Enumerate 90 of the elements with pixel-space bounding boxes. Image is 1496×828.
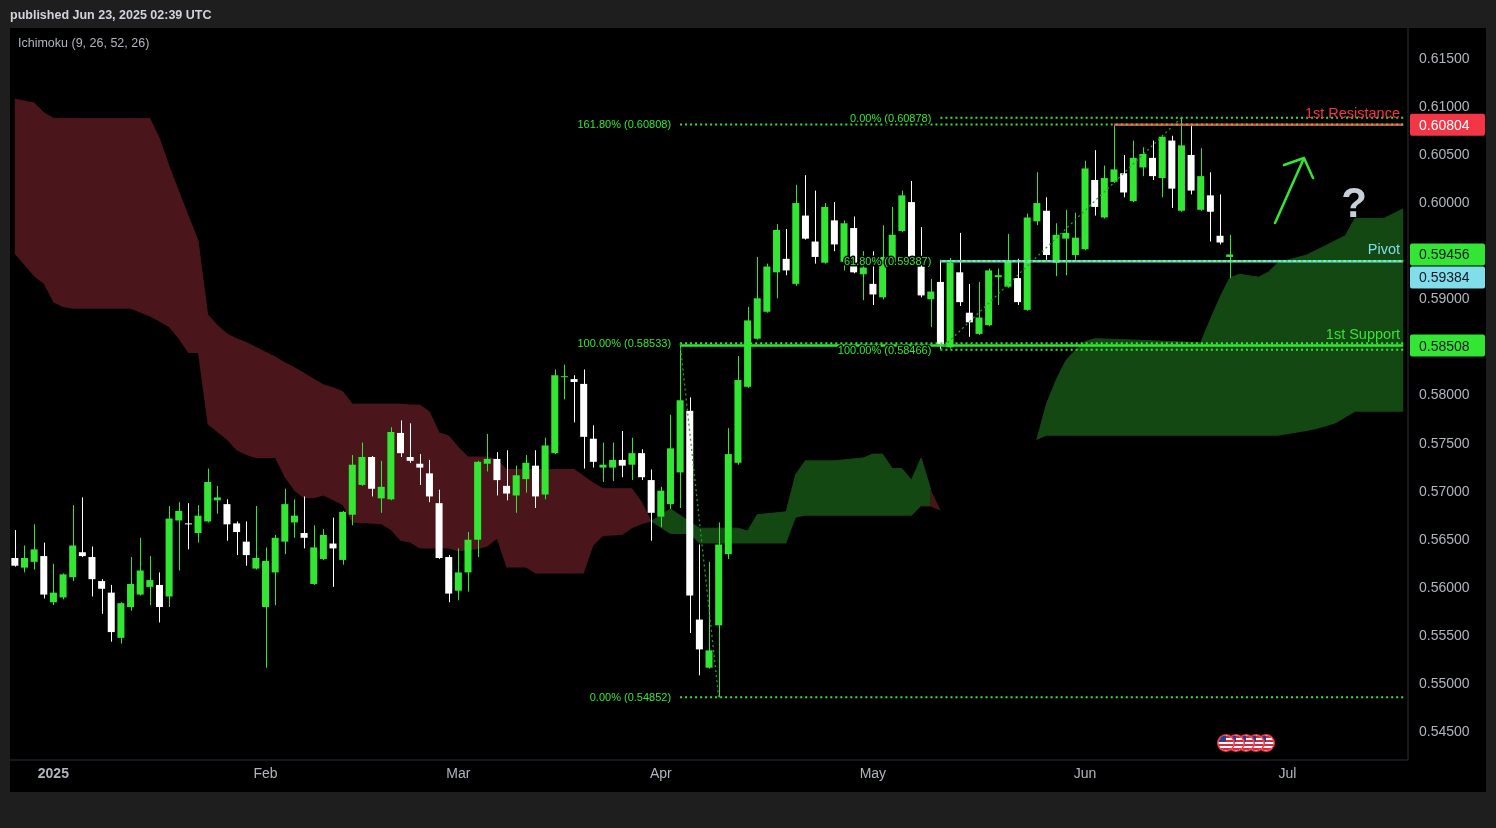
x-tick-label: Feb (253, 764, 278, 781)
data-label: 0.60804 (1419, 116, 1470, 133)
candlestick (609, 442, 617, 482)
series-label: 100.00% (0.58466) (837, 343, 932, 356)
candlestick (522, 454, 530, 494)
candlestick (1071, 212, 1079, 261)
candlestick (406, 422, 414, 464)
candlestick (483, 433, 491, 472)
y-tick-label: 0.55500 (1419, 626, 1470, 643)
candlestick (397, 419, 405, 458)
y-tick-label: 0.58000 (1419, 386, 1470, 403)
candlestick (146, 555, 154, 606)
candlestick (1110, 124, 1118, 184)
candlestick (377, 460, 385, 514)
x-tick-label: May (859, 764, 887, 781)
candlestick (628, 437, 636, 481)
candlestick (1149, 140, 1157, 181)
candlestick (59, 572, 67, 600)
series-label: 161.80% (0.60808) (577, 118, 672, 131)
candlestick (425, 459, 433, 503)
y-tick-label: 0.60000 (1419, 194, 1470, 211)
x-tick-label: Jun (1073, 764, 1097, 781)
candlestick (155, 571, 163, 623)
y-tick-label: 0.56000 (1419, 578, 1470, 595)
candlestick (1139, 146, 1147, 177)
candlestick (503, 449, 511, 501)
candlestick (560, 364, 568, 400)
y-tick-label: 0.61000 (1419, 97, 1470, 114)
candlestick (242, 520, 250, 567)
candlestick (811, 190, 819, 265)
candlestick (570, 374, 578, 423)
candlestick (994, 267, 1002, 306)
candlestick (589, 424, 597, 469)
candlestick (233, 520, 241, 556)
candlestick (782, 228, 790, 276)
candlestick (1226, 234, 1234, 279)
candlestick (127, 556, 135, 612)
y-tick-label: 0.56500 (1419, 530, 1470, 547)
candlestick (975, 281, 983, 336)
y-tick-label: 0.61500 (1419, 49, 1470, 66)
candlestick (184, 502, 192, 550)
y-tick-label: 0.57000 (1419, 482, 1470, 499)
candlestick (1033, 171, 1041, 226)
y-tick-label: 0.60500 (1419, 145, 1470, 162)
y-tick-label: 0.54500 (1419, 723, 1470, 740)
candlestick (493, 451, 501, 496)
candlestick (20, 545, 28, 573)
candlestick (416, 453, 424, 486)
data-label: 0.58508 (1419, 337, 1470, 354)
x-tick-label: Jul (1278, 764, 1297, 781)
x-tick-label: 2025 (37, 764, 70, 781)
annotation: ? (1341, 179, 1367, 226)
x-tick-label: Mar (446, 764, 471, 781)
candlestick (11, 529, 19, 568)
candlestick (252, 505, 260, 571)
candlestick (98, 578, 106, 615)
annotation: Ichimoku (9, 26, 52, 26) (18, 36, 150, 50)
candlestick (213, 485, 221, 515)
candlestick (175, 501, 183, 572)
y-tick-label: 0.55000 (1419, 675, 1470, 692)
candlestick (801, 174, 809, 241)
candlestick (194, 504, 202, 544)
candlestick (1206, 171, 1214, 243)
candlestick (300, 495, 308, 549)
candlestick (705, 561, 713, 670)
y-tick-label: 0.57500 (1419, 434, 1470, 451)
candlestick (88, 545, 96, 597)
candlestick (49, 563, 57, 606)
series-label: 100.00% (0.58533) (577, 337, 672, 350)
series-label: 0.00% (0.54852) (589, 691, 672, 704)
x-tick-label: Apr (649, 764, 673, 781)
candlestick (78, 496, 86, 558)
text: 0.59456 (1419, 246, 1470, 263)
series-label: 1st Resistance (1304, 104, 1400, 121)
candlestick (599, 442, 607, 483)
series-label: 1st Support (1325, 325, 1400, 342)
candlestick (454, 547, 462, 601)
series-label: Pivot (1367, 241, 1400, 258)
candlestick (1216, 193, 1224, 245)
data-label: 0.59384 (1419, 269, 1470, 286)
candlestick (1120, 154, 1128, 198)
candlestick (618, 430, 626, 478)
candlestick (30, 523, 38, 571)
candlestick (512, 465, 520, 514)
candlestick (223, 498, 231, 542)
y-tick-label: 0.59000 (1419, 290, 1470, 307)
candlestick (965, 283, 973, 338)
candlestick (927, 278, 935, 328)
series-label: 0.00% (0.60878) (850, 111, 932, 124)
text: published Jun 23, 2025 02:39 UTC (10, 8, 212, 22)
